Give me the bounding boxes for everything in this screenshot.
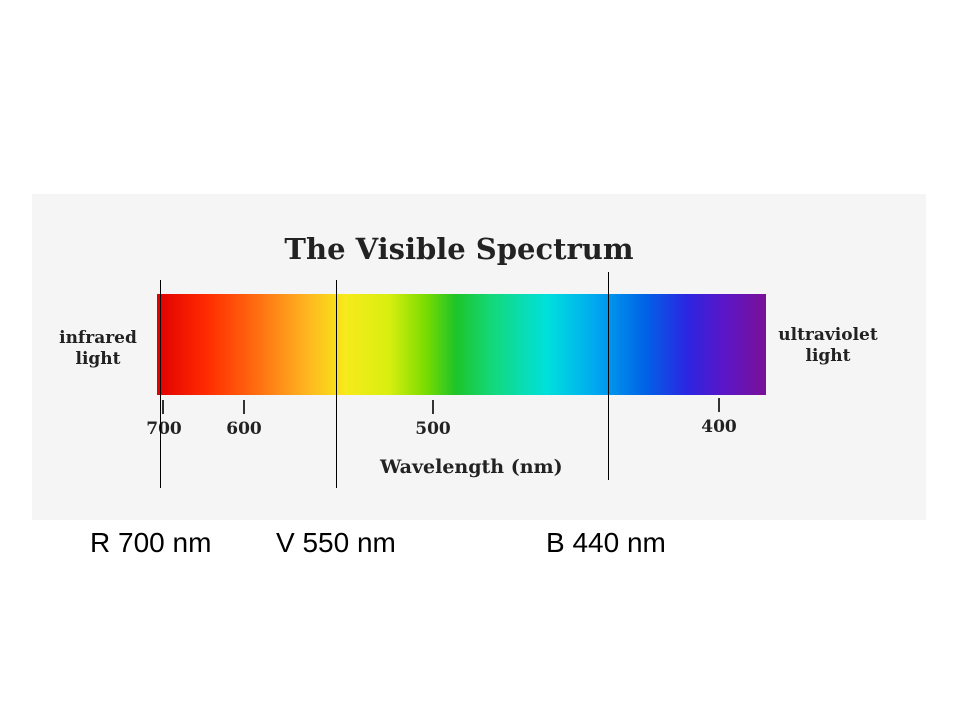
ultraviolet-label: ultraviolet light bbox=[768, 325, 888, 367]
tick-600 bbox=[243, 400, 245, 414]
tick-label-500: 500 bbox=[415, 419, 451, 439]
marker-line-b bbox=[608, 272, 609, 480]
marker-line-r bbox=[160, 280, 161, 488]
infrared-label: infrared light bbox=[38, 328, 158, 370]
marker-label-b: B 440 nm bbox=[546, 527, 666, 558]
axis-label: Wavelength (nm) bbox=[380, 456, 563, 478]
ultraviolet-label-line2: light bbox=[805, 346, 851, 366]
infrared-label-line1: infrared bbox=[59, 328, 137, 348]
figure-title: The Visible Spectrum bbox=[284, 232, 634, 266]
tick-label-700: 700 bbox=[146, 419, 182, 439]
tick-500 bbox=[432, 400, 434, 414]
tick-label-600: 600 bbox=[226, 419, 262, 439]
marker-label-v: V 550 nm bbox=[276, 527, 396, 558]
tick-400 bbox=[718, 398, 720, 412]
ultraviolet-label-line1: ultraviolet bbox=[778, 325, 878, 345]
infrared-label-line2: light bbox=[75, 349, 121, 369]
marker-label-r: R 700 nm bbox=[90, 527, 212, 558]
tick-700 bbox=[162, 400, 164, 414]
marker-line-v bbox=[336, 280, 337, 488]
spectrum-band bbox=[157, 294, 766, 395]
tick-label-400: 400 bbox=[701, 417, 737, 437]
